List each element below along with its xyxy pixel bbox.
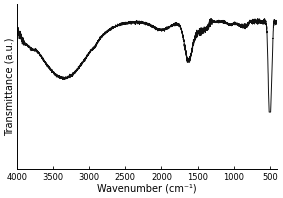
Y-axis label: Transmittance (a.u.): Transmittance (a.u.) (4, 37, 14, 136)
X-axis label: Wavenumber (cm⁻¹): Wavenumber (cm⁻¹) (97, 184, 197, 194)
